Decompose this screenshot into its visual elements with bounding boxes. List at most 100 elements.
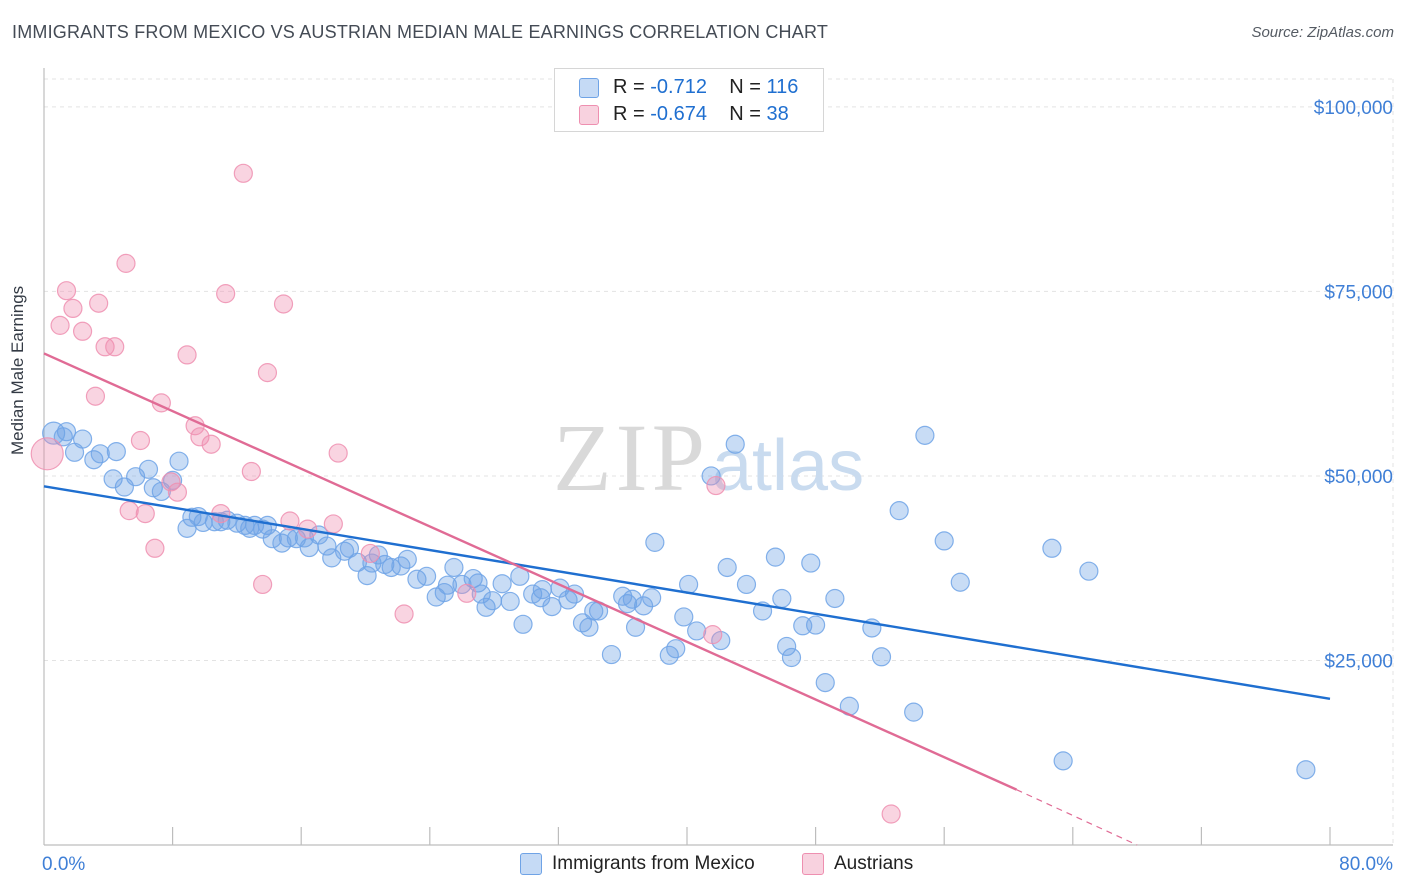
trend-extension-austrians (1016, 789, 1138, 846)
legend-r-value: -0.712 (650, 76, 707, 98)
legend-r-value: -0.674 (650, 103, 707, 125)
bottom-legend-swatch-mexico (520, 853, 542, 875)
point-austrians (130, 430, 151, 451)
point-mexico (622, 589, 642, 609)
point-mexico (645, 532, 665, 552)
point-mexico (397, 549, 417, 569)
trend-lines (43, 352, 1331, 846)
point-mexico (642, 588, 662, 608)
watermark: ZIP atlas (553, 404, 864, 511)
y-tick-label: $100,000 (1314, 98, 1393, 119)
point-austrians (177, 345, 197, 365)
point-austrians (257, 363, 278, 383)
point-austrians (881, 804, 901, 824)
point-austrians (706, 475, 726, 496)
point-mexico (53, 427, 73, 447)
bottom-legend-label-austrians: Austrians (834, 853, 914, 874)
point-austrians (394, 604, 414, 624)
point-mexico (725, 434, 745, 454)
point-mexico (72, 429, 93, 449)
point-austrians (145, 538, 165, 558)
point-mexico (532, 580, 552, 600)
point-mexico (56, 422, 77, 442)
point-austrians (105, 337, 125, 357)
data-points (30, 163, 1316, 824)
point-austrians (328, 443, 348, 463)
point-mexico (169, 451, 189, 471)
point-austrians (30, 437, 64, 471)
point-mexico (1079, 561, 1099, 581)
point-austrians (72, 321, 93, 341)
point-austrians (161, 472, 181, 492)
point-mexico (90, 444, 110, 464)
point-austrians (253, 574, 273, 595)
bottom-legend-swatch-austrians (802, 853, 824, 875)
point-mexico (1296, 760, 1316, 780)
point-mexico (717, 557, 737, 578)
axes (43, 68, 1393, 846)
y-axis-label: Median Male Earnings (8, 285, 27, 455)
point-mexico (262, 529, 282, 549)
point-mexico (777, 636, 797, 657)
point-mexico (815, 673, 835, 693)
point-austrians (273, 294, 294, 314)
legend-swatch-austrians (579, 105, 599, 125)
point-mexico (765, 547, 786, 567)
point-austrians (116, 253, 136, 273)
point-mexico (889, 501, 909, 521)
point-austrians (323, 514, 343, 534)
point-mexico (272, 533, 292, 553)
point-mexico (1042, 538, 1062, 558)
point-mexico (482, 591, 503, 611)
point-austrians (56, 281, 77, 301)
trend-line-austrians (43, 352, 1018, 791)
point-mexico (579, 617, 599, 637)
point-mexico (701, 466, 721, 486)
trend-line-mexico (43, 485, 1331, 701)
point-mexico (182, 507, 202, 527)
point-mexico (278, 528, 298, 548)
point-mexico (825, 588, 845, 609)
legend-n-value: 116 (766, 76, 799, 98)
bottom-legend-label-mexico: Immigrants from Mexico (552, 853, 755, 874)
point-mexico (542, 596, 562, 617)
legend-swatch-mexico (579, 78, 599, 98)
point-mexico (416, 566, 437, 586)
point-mexico (934, 531, 954, 551)
point-austrians (201, 434, 221, 454)
point-austrians (135, 503, 155, 524)
point-mexico (666, 639, 686, 659)
point-austrians (95, 337, 115, 357)
point-mexico (687, 621, 707, 641)
point-austrians (63, 298, 83, 319)
y-tick-label: $50,000 (1324, 467, 1393, 488)
point-mexico (1053, 751, 1073, 771)
point-mexico (357, 565, 377, 586)
point-austrians (89, 293, 109, 313)
chart-title: IMMIGRANTS FROM MEXICO VS AUSTRIAN MEDIA… (12, 22, 829, 42)
point-mexico (500, 591, 520, 612)
point-mexico (781, 647, 802, 668)
point-mexico (633, 596, 654, 616)
x-tick-label: 80.0% (1339, 854, 1393, 875)
point-austrians (241, 461, 261, 482)
point-mexico (904, 702, 924, 722)
point-mexico (513, 614, 533, 634)
y-tick-label: $75,000 (1324, 282, 1393, 303)
point-mexico (584, 601, 604, 621)
point-mexico (915, 425, 935, 445)
y-tick-label: $25,000 (1324, 651, 1393, 672)
point-mexico (452, 574, 472, 595)
point-mexico (138, 459, 159, 479)
point-mexico (772, 588, 792, 609)
tick-labels: $25,000 $50,000 $75,000 $100,000 0.0% 80.0% (42, 98, 1393, 875)
point-mexico (674, 607, 694, 627)
point-mexico (106, 441, 126, 462)
point-mexico (950, 572, 970, 592)
source-label: Source: ZipAtlas.com (1251, 24, 1394, 41)
x-tick-label: 0.0% (42, 854, 85, 875)
point-austrians (167, 482, 188, 502)
point-austrians (119, 501, 139, 521)
point-austrians (190, 427, 210, 447)
